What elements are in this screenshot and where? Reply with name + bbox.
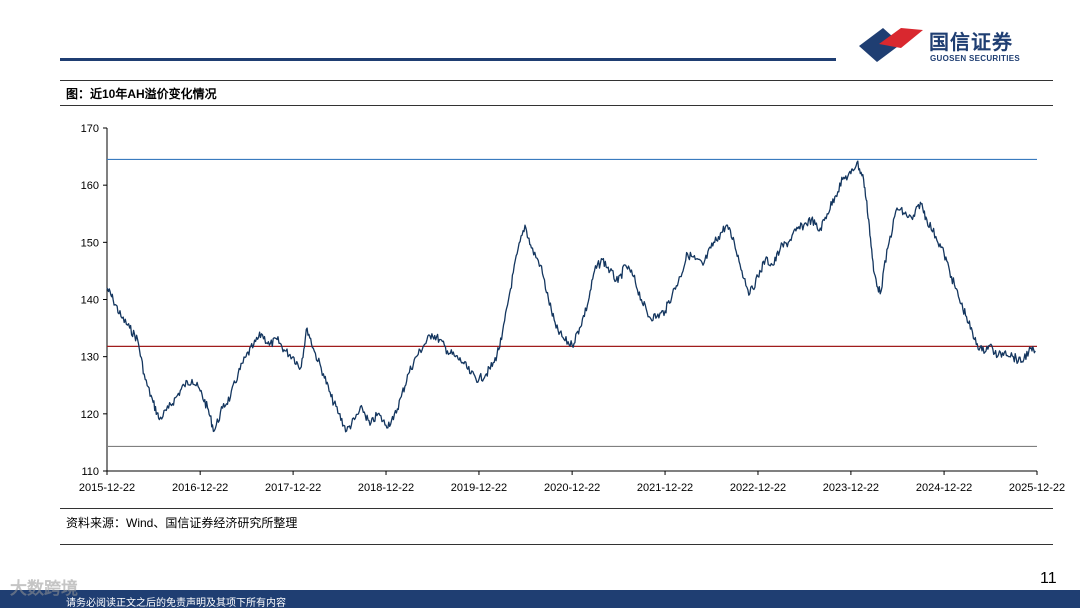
x-tick-label: 2017-12-22 xyxy=(265,482,321,494)
x-tick-label: 2023-12-22 xyxy=(823,482,879,494)
x-tick-label: 2024-12-22 xyxy=(916,482,972,494)
footer-bar xyxy=(0,590,1080,608)
watermark: 大数跨境 xyxy=(10,579,78,598)
footer-disclaimer: 请务必阅读正文之后的免责声明及其项下所有内容 xyxy=(66,598,286,609)
title-top-rule xyxy=(60,80,1053,81)
source-top-rule xyxy=(60,508,1053,509)
y-tick-label: 150 xyxy=(81,237,99,249)
x-tick-label: 2021-12-22 xyxy=(637,482,693,494)
y-tick-label: 120 xyxy=(81,409,99,421)
source-note: 资料来源：Wind、国信证券经济研究所整理 xyxy=(66,516,298,530)
x-tick-label: 2025-12-22 xyxy=(1009,482,1065,494)
guosen-logo: 国信证券 GUOSEN SECURITIES xyxy=(857,22,1057,66)
y-tick-label: 110 xyxy=(81,466,99,478)
logo-text-en: GUOSEN SECURITIES xyxy=(930,54,1021,63)
header-rule xyxy=(60,58,836,61)
title-bottom-rule xyxy=(60,105,1053,106)
source-bottom-rule xyxy=(60,544,1053,545)
x-tick-label: 2015-12-22 xyxy=(79,482,135,494)
y-tick-label: 140 xyxy=(81,295,99,307)
y-tick-label: 130 xyxy=(81,352,99,364)
x-tick-label: 2019-12-22 xyxy=(451,482,507,494)
figure-title: 图：近10年AH溢价变化情况 xyxy=(66,87,217,101)
x-tick-label: 2022-12-22 xyxy=(730,482,786,494)
ah-premium-series-line xyxy=(106,160,1036,433)
x-tick-label: 2016-12-22 xyxy=(172,482,228,494)
x-tick-label: 2018-12-22 xyxy=(358,482,414,494)
y-tick-label: 170 xyxy=(81,123,99,135)
x-tick-label: 2020-12-22 xyxy=(544,482,600,494)
logo-mark-icon xyxy=(859,28,923,62)
logo-text-cn: 国信证券 xyxy=(929,32,1013,54)
y-tick-label: 160 xyxy=(81,180,99,192)
page-number: 11 xyxy=(1040,570,1057,587)
